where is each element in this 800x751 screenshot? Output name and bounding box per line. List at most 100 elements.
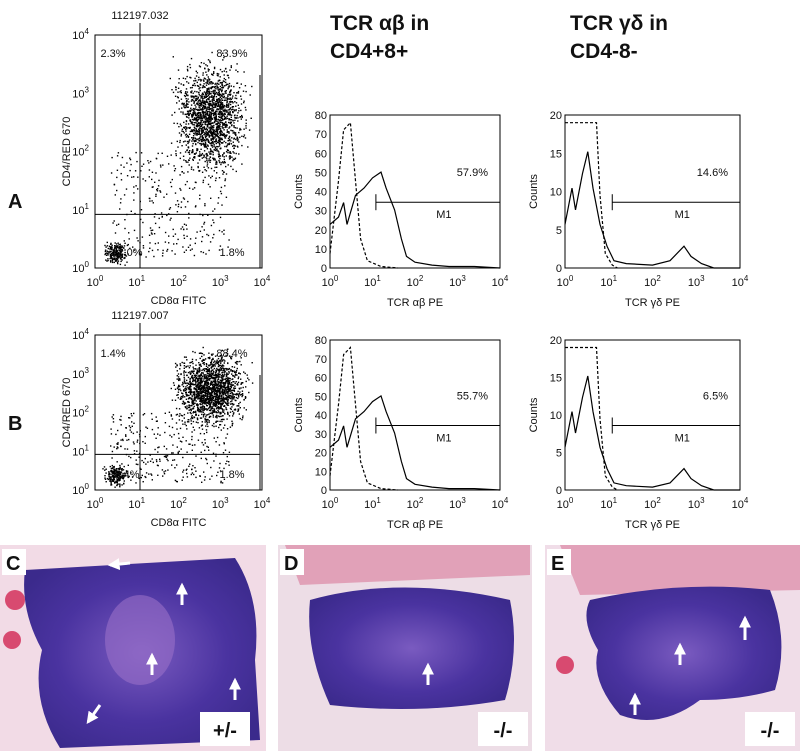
event-dot: [194, 105, 195, 106]
event-dot: [217, 363, 218, 364]
event-dot: [221, 82, 222, 83]
event-dot: [249, 129, 250, 130]
event-dot: [226, 392, 227, 393]
event-dot: [210, 385, 211, 386]
event-dot: [181, 125, 182, 126]
event-dot: [211, 361, 212, 362]
event-dot: [194, 387, 195, 388]
event-dot: [203, 398, 204, 399]
event-dot: [133, 413, 134, 414]
event-dot: [196, 131, 197, 132]
event-dot: [219, 230, 220, 231]
event-dot: [224, 81, 225, 82]
event-dot: [204, 376, 205, 377]
event-dot: [121, 463, 122, 464]
event-dot: [182, 415, 183, 416]
event-dot: [196, 98, 197, 99]
event-dot: [194, 255, 195, 256]
event-dot: [186, 405, 187, 406]
event-dot: [203, 380, 204, 381]
event-dot: [218, 160, 219, 161]
event-dot: [192, 415, 193, 416]
event-dot: [207, 165, 208, 166]
event-dot: [236, 397, 237, 398]
event-dot: [223, 442, 224, 443]
event-dot: [217, 421, 218, 422]
event-dot: [168, 235, 169, 236]
event-dot: [166, 448, 167, 449]
event-dot: [201, 241, 202, 242]
event-dot: [213, 222, 214, 223]
event-dot: [181, 83, 182, 84]
event-dot: [170, 218, 171, 219]
event-dot: [177, 239, 178, 240]
event-dot: [230, 401, 231, 402]
event-dot: [143, 164, 144, 165]
event-dot: [212, 369, 213, 370]
quadrant-label: 8.4%: [114, 469, 139, 481]
event-dot: [209, 92, 210, 93]
event-dot: [214, 411, 215, 412]
event-dot: [225, 110, 226, 111]
event-dot: [212, 119, 213, 120]
event-dot: [186, 94, 187, 95]
event-dot: [224, 116, 225, 117]
event-dot: [234, 109, 235, 110]
event-dot: [114, 184, 115, 185]
event-dot: [180, 189, 181, 190]
event-dot: [250, 94, 251, 95]
event-dot: [203, 140, 204, 141]
event-dot: [187, 141, 188, 142]
event-dot: [219, 162, 220, 163]
event-dot: [171, 388, 172, 389]
event-dot: [205, 140, 206, 141]
event-dot: [245, 386, 246, 387]
event-dot: [245, 107, 246, 108]
event-dot: [153, 256, 154, 257]
event-dot: [220, 413, 221, 414]
event-dot: [189, 110, 190, 111]
event-dot: [223, 409, 224, 410]
y-tick-label: 101: [72, 443, 89, 458]
event-dot: [214, 409, 215, 410]
event-dot: [197, 101, 198, 102]
event-dot: [241, 163, 242, 164]
event-dot: [206, 99, 207, 100]
event-dot: [202, 127, 203, 128]
event-dot: [237, 115, 238, 116]
event-dot: [227, 362, 228, 363]
event-dot: [130, 159, 131, 160]
event-dot: [241, 115, 242, 116]
event-dot: [230, 370, 231, 371]
event-dot: [218, 105, 219, 106]
event-dot: [177, 370, 178, 371]
event-dot: [206, 432, 207, 433]
event-dot: [172, 418, 173, 419]
event-dot: [194, 429, 195, 430]
event-dot: [229, 113, 230, 114]
event-dot: [243, 136, 244, 137]
event-dot: [235, 158, 236, 159]
control-curve: [330, 348, 398, 491]
event-dot: [136, 431, 137, 432]
event-dot: [203, 392, 204, 393]
event-dot: [215, 396, 216, 397]
event-dot: [231, 85, 232, 86]
event-dot: [207, 398, 208, 399]
event-dot: [150, 461, 151, 462]
event-dot: [234, 388, 235, 389]
tick-exponent: 0: [334, 274, 339, 283]
event-dot: [105, 479, 106, 480]
event-dot: [198, 410, 199, 411]
event-dot: [221, 134, 222, 135]
event-dot: [213, 73, 214, 74]
event-dot: [162, 164, 163, 165]
tick-base: 10: [72, 30, 84, 42]
event-dot: [198, 362, 199, 363]
x-tick-label: 100: [87, 496, 104, 511]
event-dot: [207, 405, 208, 406]
event-dot: [216, 421, 217, 422]
event-dot: [183, 362, 184, 363]
tick-base: 10: [600, 277, 612, 289]
event-dot: [174, 467, 175, 468]
